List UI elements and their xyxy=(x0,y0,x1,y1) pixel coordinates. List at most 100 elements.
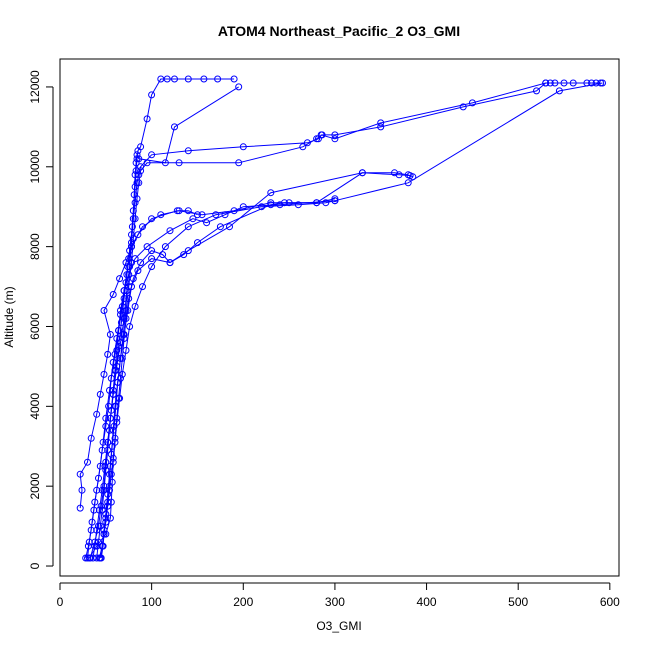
data-point xyxy=(128,243,135,251)
data-point xyxy=(129,235,137,243)
data-point xyxy=(104,438,112,446)
data-point xyxy=(198,211,206,219)
data-point xyxy=(91,542,99,550)
data-point xyxy=(104,502,112,510)
data-point xyxy=(91,538,99,546)
data-point xyxy=(157,211,165,219)
data-point xyxy=(106,486,113,494)
data-point xyxy=(107,450,115,458)
data-point xyxy=(106,514,114,522)
data-point xyxy=(102,414,110,422)
data-point xyxy=(468,99,476,107)
data-point xyxy=(533,87,540,95)
data-point xyxy=(109,358,117,366)
data-point xyxy=(134,231,142,239)
data-point xyxy=(125,283,133,291)
data-point xyxy=(159,251,167,259)
data-point xyxy=(135,155,143,163)
data-point xyxy=(84,458,91,466)
data-point xyxy=(358,169,366,177)
data-point xyxy=(203,219,211,227)
data-point xyxy=(161,243,169,251)
data-point xyxy=(104,498,112,506)
data-point xyxy=(267,189,275,197)
data-point xyxy=(404,179,412,187)
data-point xyxy=(239,143,247,151)
data-point xyxy=(184,147,192,155)
data-point xyxy=(459,103,467,111)
data-point xyxy=(569,79,577,87)
data-point xyxy=(122,346,130,354)
data-point xyxy=(93,410,101,418)
data-point xyxy=(131,183,139,191)
data-point xyxy=(129,207,137,215)
data-point xyxy=(395,171,403,179)
data-point xyxy=(128,283,135,291)
data-point xyxy=(96,462,104,470)
y-axis-label: Altitude (m) xyxy=(2,286,16,347)
data-point xyxy=(117,311,124,318)
data-point xyxy=(100,530,108,538)
data-point xyxy=(137,259,145,267)
data-point xyxy=(118,354,126,362)
data-point xyxy=(123,287,131,295)
x-tick-label: 400 xyxy=(417,595,437,609)
data-point xyxy=(166,227,174,235)
data-point xyxy=(137,163,145,171)
data-point xyxy=(267,201,275,209)
data-point xyxy=(117,307,124,314)
data-point xyxy=(235,83,243,91)
data-point xyxy=(226,223,233,231)
data-point xyxy=(85,554,93,562)
data-point xyxy=(331,135,339,143)
data-point xyxy=(555,87,563,95)
data-point xyxy=(78,486,86,494)
x-tick-label: 200 xyxy=(233,595,253,609)
data-point xyxy=(235,159,243,167)
data-point xyxy=(230,75,238,83)
data-point xyxy=(109,454,117,462)
data-point xyxy=(139,223,146,231)
data-point xyxy=(184,207,192,215)
data-points xyxy=(76,75,606,562)
data-point xyxy=(131,255,139,263)
data-point xyxy=(148,247,156,255)
data-point xyxy=(102,510,110,518)
data-point xyxy=(131,199,139,207)
data-point xyxy=(122,315,130,322)
data-point xyxy=(133,179,141,187)
data-point xyxy=(109,386,117,394)
data-point xyxy=(102,514,110,522)
data-point xyxy=(120,335,128,342)
data-point xyxy=(113,362,121,370)
data-point xyxy=(560,79,568,87)
data-point xyxy=(542,79,550,87)
data-point xyxy=(109,426,117,434)
data-point xyxy=(122,259,130,267)
data-point xyxy=(106,331,114,338)
data-point xyxy=(267,199,275,207)
data-point xyxy=(137,167,145,175)
data-point xyxy=(546,79,554,87)
data-point xyxy=(102,518,110,526)
data-point xyxy=(139,283,146,291)
data-point xyxy=(124,307,132,314)
chart-title: ATOM4 Northeast_Pacific_2 O3_GMI xyxy=(218,23,460,39)
data-point xyxy=(102,422,110,430)
y-tick-label: 12000 xyxy=(28,70,42,104)
data-point xyxy=(98,506,106,514)
data-point xyxy=(276,201,284,209)
data-point xyxy=(331,131,339,139)
data-point xyxy=(285,199,293,207)
data-point xyxy=(377,123,385,131)
data-point xyxy=(161,159,169,167)
data-point xyxy=(175,159,183,167)
data-point xyxy=(131,215,139,223)
data-point xyxy=(118,370,126,378)
data-point xyxy=(331,195,339,203)
data-point xyxy=(128,223,136,231)
data-point xyxy=(100,370,108,378)
data-point xyxy=(113,346,121,354)
data-point xyxy=(406,172,414,180)
data-point xyxy=(107,406,115,414)
